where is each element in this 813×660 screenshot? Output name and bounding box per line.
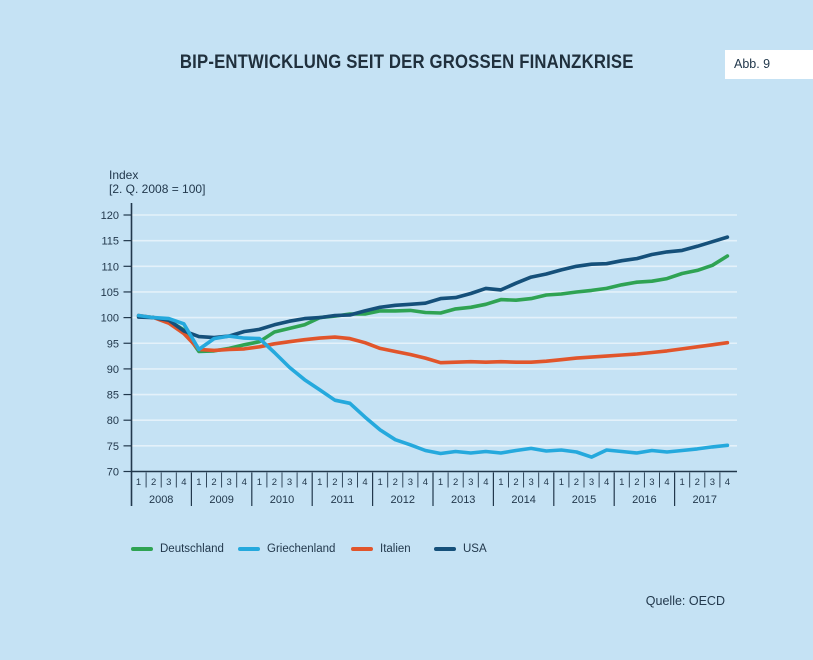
y-tick-label-110: 110: [101, 261, 119, 273]
x-quarter-label: 1: [619, 477, 624, 488]
legend-label: Deutschland: [160, 543, 224, 555]
x-year-label: 2010: [270, 494, 294, 506]
x-quarter-label: 1: [317, 477, 322, 488]
y-tick-label-95: 95: [107, 338, 119, 350]
x-quarter-label: 3: [166, 477, 171, 488]
y-tick-label-120: 120: [101, 210, 119, 222]
page-title: BIP-ENTWICKLUNG SEIT DER GROSSEN FINANZK…: [0, 52, 813, 74]
legend-label: USA: [463, 543, 487, 555]
x-quarter-label: 4: [664, 477, 669, 488]
legend-label: Italien: [380, 543, 411, 555]
x-quarter-label: 4: [604, 477, 609, 488]
x-quarter-label: 2: [272, 477, 277, 488]
y-tick-label-80: 80: [107, 415, 119, 427]
x-quarter-label: 3: [649, 477, 654, 488]
legend-swatch-italien: [351, 547, 373, 551]
legend-label: Griechenland: [267, 543, 336, 555]
series-line-griechenland: [136, 313, 730, 459]
x-quarter-label: 1: [196, 477, 201, 488]
y-axis-title-line2: [2. Q. 2008 = 100]: [109, 182, 206, 196]
x-year-label: 2009: [209, 494, 233, 506]
source-label: Quelle: OECD: [645, 594, 725, 608]
x-quarter-label: 3: [287, 477, 292, 488]
x-quarter-label: 3: [529, 477, 534, 488]
series-line-deutschland: [136, 254, 730, 354]
x-year-label: 2017: [693, 494, 717, 506]
x-quarter-label: 4: [302, 477, 307, 488]
legend-swatch-usa: [434, 547, 456, 551]
x-quarter-label: 1: [680, 477, 685, 488]
x-year-label: 2015: [572, 494, 596, 506]
y-tick-label-105: 105: [101, 287, 119, 299]
legend-swatch-griechenland: [238, 547, 260, 551]
x-quarter-label: 2: [574, 477, 579, 488]
series-line-usa: [136, 235, 730, 340]
x-quarter-label: 4: [423, 477, 428, 488]
y-tick-label-90: 90: [107, 364, 119, 376]
x-quarter-label: 4: [483, 477, 488, 488]
legend-item-deutschland: Deutschland: [131, 540, 224, 558]
x-year-label: 2014: [511, 494, 535, 506]
x-quarter-label: 2: [513, 477, 518, 488]
page-title-text: BIP-ENTWICKLUNG SEIT DER GROSSEN FINANZK…: [179, 52, 634, 73]
legend-item-usa: USA: [434, 540, 487, 558]
legend-item-griechenland: Griechenland: [238, 540, 335, 558]
y-tick-label-85: 85: [107, 390, 119, 402]
x-year-label: 2011: [331, 494, 355, 506]
x-quarter-label: 3: [589, 477, 594, 488]
x-quarter-label: 4: [725, 477, 730, 488]
legend-swatch-deutschland: [131, 547, 153, 551]
y-tick-label-115: 115: [101, 236, 119, 248]
x-quarter-label: 2: [695, 477, 700, 488]
x-quarter-label: 1: [136, 477, 141, 488]
y-tick-label-100: 100: [101, 313, 119, 325]
x-quarter-label: 3: [468, 477, 473, 488]
y-axis-title: Index [2. Q. 2008 = 100]: [109, 168, 205, 196]
x-quarter-label: 1: [559, 477, 564, 488]
x-quarter-label: 4: [362, 477, 367, 488]
x-quarter-label: 1: [257, 477, 262, 488]
x-quarter-label: 2: [151, 477, 156, 488]
x-year-label: 2016: [632, 494, 656, 506]
x-year-label: 2012: [391, 494, 415, 506]
x-quarter-label: 1: [378, 477, 383, 488]
x-quarter-label: 1: [438, 477, 443, 488]
x-quarter-label: 2: [634, 477, 639, 488]
x-quarter-label: 4: [242, 477, 247, 488]
x-quarter-label: 2: [211, 477, 216, 488]
legend-item-italien: Italien: [351, 540, 411, 558]
x-quarter-label: 3: [710, 477, 715, 488]
y-axis-title-line1: Index: [109, 168, 139, 182]
x-quarter-label: 2: [453, 477, 458, 488]
x-quarter-label: 1: [498, 477, 503, 488]
x-quarter-label: 2: [393, 477, 398, 488]
figure-badge: Abb. 9: [725, 50, 813, 79]
y-tick-label-75: 75: [107, 441, 119, 453]
x-quarter-label: 3: [227, 477, 232, 488]
series-line-italien: [136, 313, 730, 365]
x-year-label: 2008: [149, 494, 173, 506]
x-year-label: 2013: [451, 494, 475, 506]
x-quarter-label: 4: [544, 477, 549, 488]
y-tick-label-70: 70: [107, 467, 119, 479]
x-quarter-label: 4: [181, 477, 186, 488]
x-quarter-label: 3: [347, 477, 352, 488]
figure-badge-label: Abb. 9: [734, 57, 771, 71]
x-quarter-label: 3: [408, 477, 413, 488]
legend: Deutschland Griechenland Italien USA: [0, 540, 813, 560]
x-quarter-label: 2: [332, 477, 337, 488]
